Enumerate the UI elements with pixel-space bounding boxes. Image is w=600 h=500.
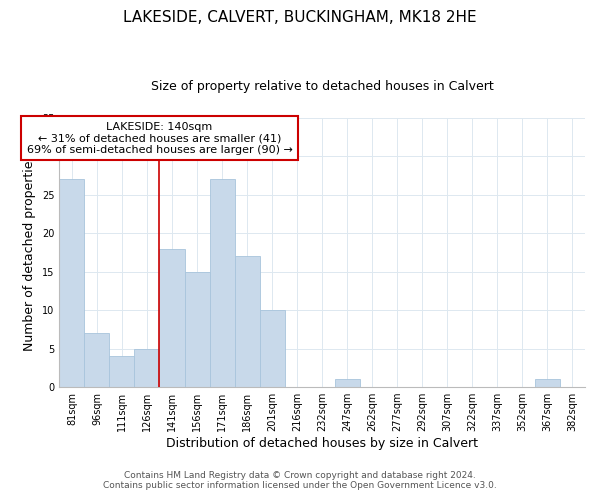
Bar [59,180,85,387]
Bar [134,348,160,387]
Bar [85,333,109,387]
X-axis label: Distribution of detached houses by size in Calvert: Distribution of detached houses by size … [166,437,478,450]
Bar [160,248,185,387]
Bar [235,256,260,387]
Bar [185,272,209,387]
Y-axis label: Number of detached properties: Number of detached properties [23,154,37,351]
Text: LAKESIDE: 140sqm
← 31% of detached houses are smaller (41)
69% of semi-detached : LAKESIDE: 140sqm ← 31% of detached house… [26,122,292,155]
Bar [109,356,134,387]
Bar [535,380,560,387]
Text: LAKESIDE, CALVERT, BUCKINGHAM, MK18 2HE: LAKESIDE, CALVERT, BUCKINGHAM, MK18 2HE [123,10,477,25]
Bar [209,180,235,387]
Bar [260,310,284,387]
Text: Contains HM Land Registry data © Crown copyright and database right 2024.
Contai: Contains HM Land Registry data © Crown c… [103,470,497,490]
Title: Size of property relative to detached houses in Calvert: Size of property relative to detached ho… [151,80,494,93]
Bar [335,380,360,387]
